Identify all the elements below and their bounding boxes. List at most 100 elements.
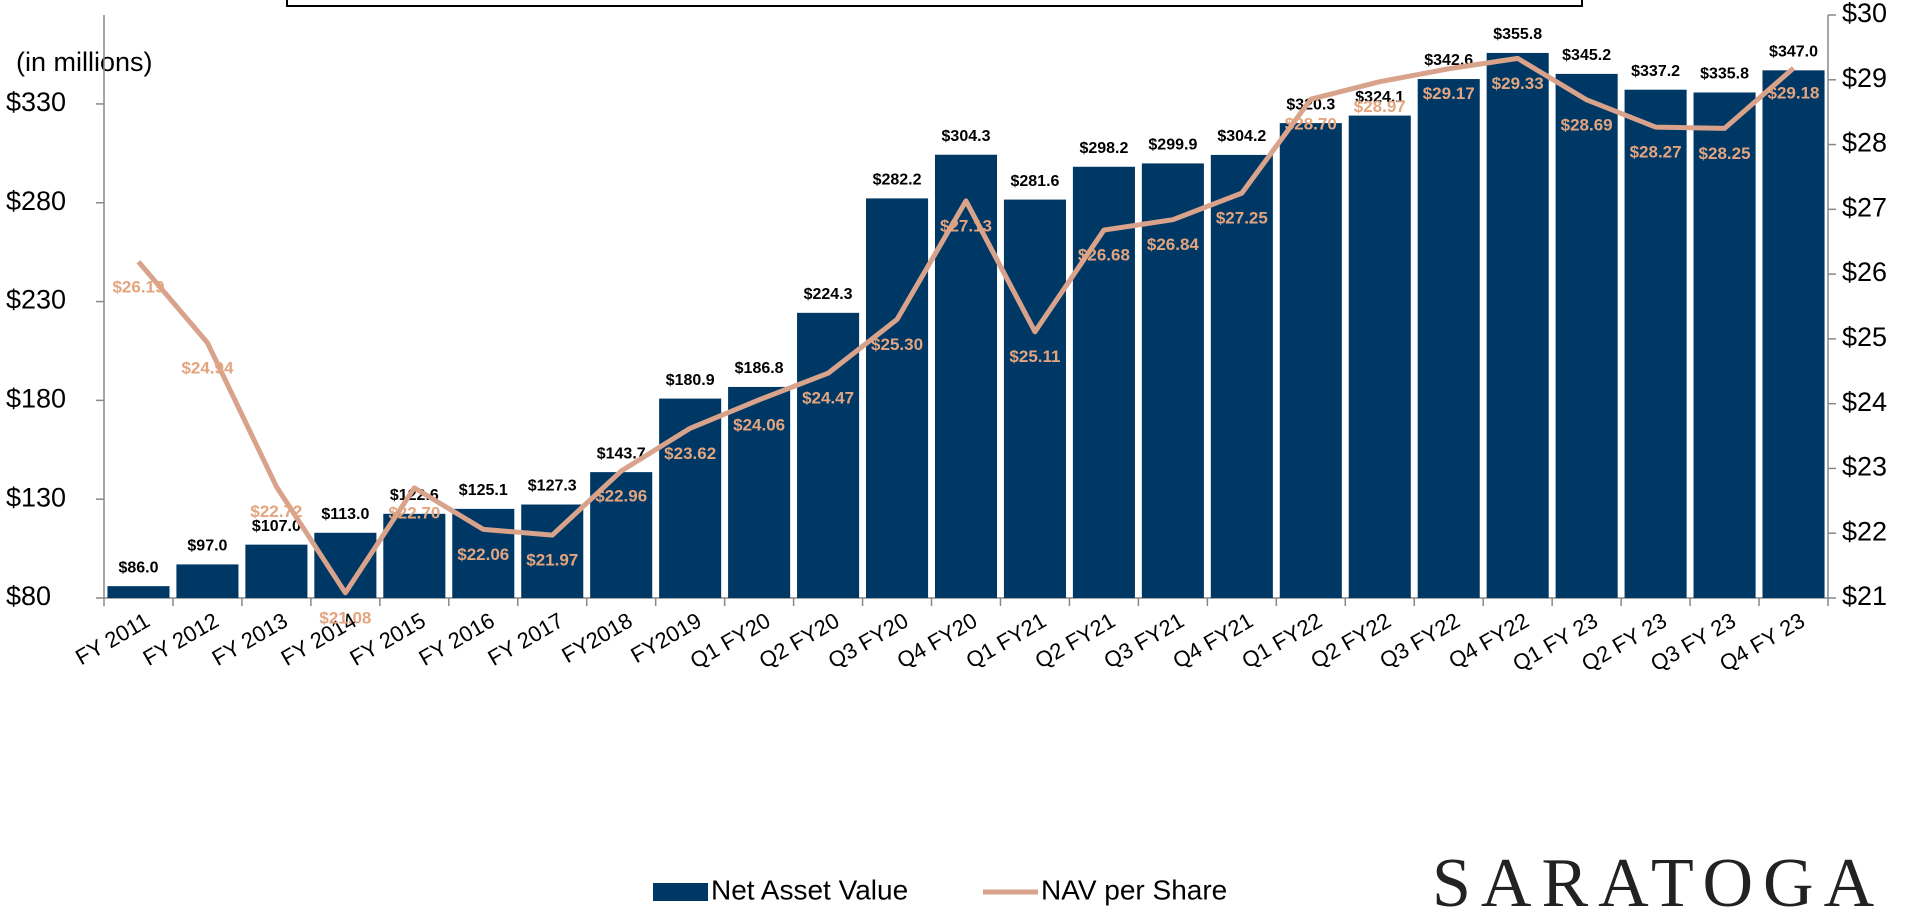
y2-tick-label: $27 bbox=[1842, 192, 1887, 222]
bar-value-label: $143.7 bbox=[597, 445, 646, 462]
y2-tick-label: $21 bbox=[1842, 581, 1887, 611]
line-value-label: $26.68 bbox=[1078, 246, 1130, 265]
line-value-label: $28.70 bbox=[1285, 115, 1337, 134]
line-value-label: $21.97 bbox=[526, 551, 578, 570]
x-tick-label: FY2018 bbox=[557, 608, 636, 668]
y2-tick-label: $23 bbox=[1842, 452, 1887, 482]
line-value-label: $24.94 bbox=[181, 358, 234, 377]
bar bbox=[1417, 79, 1480, 598]
y-tick-label: $280 bbox=[6, 186, 66, 216]
line-value-label: $22.96 bbox=[595, 487, 647, 506]
line-value-label: $28.97 bbox=[1354, 97, 1406, 116]
line-value-label: $23.62 bbox=[664, 444, 716, 463]
bar bbox=[1693, 92, 1756, 598]
line-value-label: $22.06 bbox=[457, 545, 509, 564]
line-value-label: $25.30 bbox=[871, 335, 923, 354]
line-value-label: $22.72 bbox=[250, 502, 302, 521]
y-tick-label: $80 bbox=[6, 581, 51, 611]
bar-value-label: $335.8 bbox=[1700, 66, 1749, 83]
bar bbox=[1624, 89, 1687, 598]
bar bbox=[934, 154, 998, 599]
bar-value-label: $304.3 bbox=[942, 128, 991, 145]
line-value-label: $27.13 bbox=[940, 216, 992, 235]
y2-tick-label: $29 bbox=[1842, 63, 1887, 93]
x-tick-label: FY 2011 bbox=[71, 608, 154, 670]
nav-line bbox=[136, 55, 1796, 596]
line-value-label: $28.25 bbox=[1699, 144, 1751, 163]
bar-value-label: $281.6 bbox=[1010, 173, 1059, 190]
y2-tick-label: $30 bbox=[1842, 0, 1887, 28]
y-tick-label: $330 bbox=[6, 87, 66, 117]
line-value-label: $29.18 bbox=[1768, 84, 1820, 103]
bar bbox=[314, 532, 377, 598]
legend-swatch bbox=[653, 883, 708, 901]
logo: SARATOGA bbox=[1432, 845, 1884, 909]
legend-label: Net Asset Value bbox=[711, 874, 908, 905]
line-value-label: $24.06 bbox=[733, 415, 785, 434]
x-tick-label: FY 2016 bbox=[414, 608, 498, 671]
bar bbox=[1210, 154, 1273, 599]
bar bbox=[383, 513, 446, 598]
x-tick-label: FY 2013 bbox=[208, 608, 292, 671]
bar bbox=[1279, 123, 1342, 598]
bar bbox=[1486, 52, 1549, 599]
bar bbox=[728, 386, 791, 598]
bar bbox=[1348, 115, 1411, 599]
bar-value-label: $299.9 bbox=[1148, 137, 1197, 154]
bar-value-label: $122.6 bbox=[390, 487, 439, 504]
y-tick-label: $230 bbox=[6, 285, 66, 315]
bar-value-label: $113.0 bbox=[321, 506, 369, 523]
x-tick-label: FY 2012 bbox=[139, 608, 223, 671]
line-value-label: $25.11 bbox=[1009, 347, 1060, 366]
bar-value-label: $282.2 bbox=[873, 172, 922, 189]
bar-value-label: $304.2 bbox=[1217, 128, 1266, 145]
bar-value-label: $125.1 bbox=[459, 482, 508, 499]
bar bbox=[1762, 70, 1825, 599]
y2-tick-label: $26 bbox=[1842, 257, 1887, 287]
y2-tick-label: $24 bbox=[1842, 387, 1887, 417]
bar-value-label: $298.2 bbox=[1079, 140, 1128, 157]
bar bbox=[866, 198, 929, 599]
y2-tick-label: $25 bbox=[1842, 322, 1887, 352]
bar-value-label: $355.8 bbox=[1493, 26, 1542, 43]
bar bbox=[1141, 163, 1204, 598]
bar-value-label: $320.3 bbox=[1286, 96, 1335, 113]
axis-note: (in millions) bbox=[16, 47, 153, 77]
x-tick-label: FY 2017 bbox=[483, 608, 567, 671]
line-value-label: $21.08 bbox=[319, 608, 371, 627]
bar bbox=[452, 508, 515, 598]
legend-label: NAV per Share bbox=[1041, 874, 1227, 905]
bar-value-label: $107.0 bbox=[252, 518, 301, 535]
y-tick-label: $180 bbox=[6, 383, 66, 413]
bar bbox=[176, 564, 239, 598]
bar bbox=[659, 398, 722, 598]
bar-value-label: $86.0 bbox=[118, 559, 158, 576]
bar-value-label: $337.2 bbox=[1631, 63, 1680, 80]
bar-value-label: $347.0 bbox=[1769, 44, 1818, 61]
bar bbox=[521, 504, 584, 598]
y2-tick-label: $22 bbox=[1842, 516, 1887, 546]
bar bbox=[797, 312, 860, 598]
line-value-label: $29.33 bbox=[1492, 74, 1544, 93]
title-box bbox=[286, 0, 1583, 7]
line-value-label: $28.27 bbox=[1630, 143, 1682, 162]
line-value-label: $28.69 bbox=[1561, 115, 1613, 134]
bar-value-label: $324.1 bbox=[1355, 89, 1404, 106]
line-value-label: $24.47 bbox=[802, 389, 854, 408]
bar bbox=[1003, 199, 1066, 598]
bar-value-label: $180.9 bbox=[666, 372, 715, 389]
bar-value-label: $224.3 bbox=[804, 286, 853, 303]
bar bbox=[1072, 166, 1135, 598]
line-value-label: $29.17 bbox=[1423, 84, 1475, 103]
y-tick-label: $130 bbox=[6, 482, 66, 512]
bar bbox=[245, 544, 308, 598]
line-value-label: $27.25 bbox=[1216, 209, 1268, 228]
bar bbox=[1555, 73, 1618, 598]
line-value-label: $26.19 bbox=[112, 277, 164, 296]
bar-value-label: $186.8 bbox=[735, 360, 784, 377]
y2-tick-label: $28 bbox=[1842, 128, 1887, 158]
line-value-label: $22.70 bbox=[388, 503, 440, 522]
line-value-label: $26.84 bbox=[1147, 235, 1200, 254]
bar-value-label: $127.3 bbox=[528, 478, 577, 495]
